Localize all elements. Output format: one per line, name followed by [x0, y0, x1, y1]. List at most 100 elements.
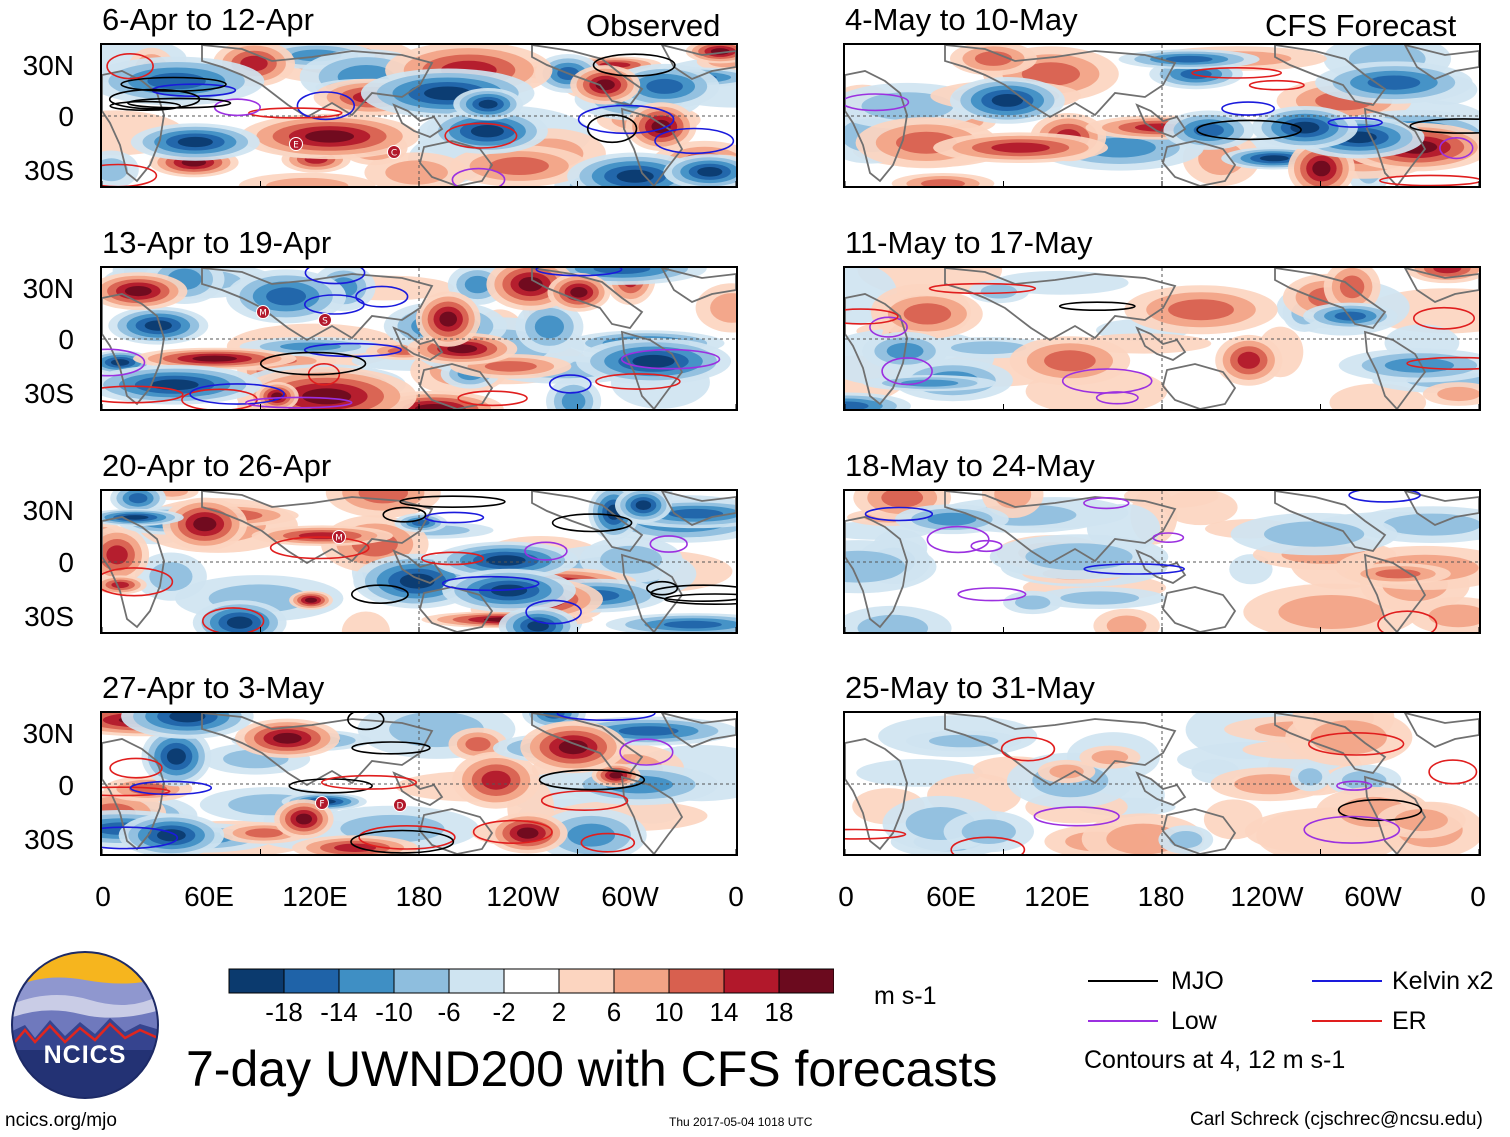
lat-label: 30S: [24, 824, 74, 855]
wave-contour: [869, 316, 908, 338]
anomaly-shading: [1259, 155, 1289, 162]
anomaly-shading: [1106, 615, 1147, 632]
anomaly-shading: [399, 573, 435, 589]
anomaly-shading: [857, 614, 929, 632]
wave-contour: [926, 525, 990, 554]
colorbar-label: 6: [606, 997, 622, 1027]
coastline: [944, 491, 1177, 565]
lon-label: 60W: [1344, 881, 1402, 912]
anomaly-shading: [845, 401, 869, 409]
anomaly-shading: [1433, 268, 1462, 274]
coastline: [660, 491, 736, 527]
anomaly-shading: [177, 136, 213, 148]
coastline: [1274, 45, 1387, 107]
anomaly-shading: [1264, 521, 1365, 547]
wave-contour: [1083, 563, 1186, 575]
coastline: [620, 775, 684, 854]
wave-contour: [592, 53, 676, 77]
wave-contour: [654, 127, 735, 155]
anomaly-shading: [1298, 768, 1323, 786]
wave-contour: [580, 832, 636, 853]
wave-contour: [202, 607, 265, 632]
coastline: [1162, 586, 1237, 632]
anomaly-shading: [929, 734, 999, 748]
wave-contour: [303, 294, 365, 315]
wave-contour: [1196, 119, 1302, 141]
anomaly-shading: [710, 293, 736, 323]
coastline: [392, 103, 444, 139]
lat-label: 30N: [22, 495, 74, 526]
anomaly-shading: [881, 491, 924, 508]
anomaly-shading: [1124, 491, 1219, 508]
wave-contour: [1377, 610, 1438, 632]
wave-contour: [472, 819, 553, 844]
anomaly-shading: [1106, 823, 1180, 854]
colorbar-swatch: [228, 968, 285, 994]
colorbar-label: 10: [654, 997, 684, 1027]
anomaly-shading: [110, 359, 130, 366]
wave-contour: [444, 122, 518, 149]
wave-contour: [1191, 66, 1282, 79]
lon-label: 120W: [1230, 881, 1304, 912]
observed-label: Observed: [586, 8, 721, 43]
anomaly-shading: [1334, 311, 1366, 321]
colorbar-swatch: [393, 968, 450, 994]
panel-title-obs-2: 13-Apr to 19-Apr: [102, 225, 332, 260]
lon-label: 0: [95, 881, 111, 912]
anomaly-shading: [192, 355, 237, 362]
anomaly-shading: [901, 379, 959, 387]
wave-contour: [845, 828, 907, 840]
anomaly-shading: [991, 142, 1050, 153]
coastline: [1162, 140, 1237, 186]
anomaly-shading: [561, 391, 586, 409]
anomaly-shading: [1290, 121, 1320, 134]
anomaly-shading: [302, 388, 352, 405]
anomaly-shading: [1021, 62, 1080, 86]
coastline: [944, 45, 1177, 119]
coastline: [419, 363, 494, 409]
author-credit: Carl Schreck (cjschrec@ncsu.edu): [1190, 1109, 1483, 1130]
anomaly-shading: [616, 169, 654, 183]
coastline: [392, 549, 444, 585]
source-url[interactable]: ncics.org/mjo: [5, 1110, 117, 1131]
wave-contour: [1061, 368, 1153, 394]
colorbar-swatch: [723, 968, 780, 994]
coastline: [1162, 808, 1237, 854]
anomaly-shading: [618, 726, 679, 736]
coastline: [102, 293, 165, 406]
legend-swatch-mjo: [1088, 980, 1158, 982]
wave-contour: [535, 268, 623, 277]
panel-title-fc-3: 18-May to 24-May: [845, 448, 1095, 483]
coastline: [1135, 549, 1187, 585]
coastline: [620, 330, 684, 409]
wave-contour: [586, 114, 638, 144]
wave-contour: [424, 511, 485, 524]
legend-contour-note: Contours at 4, 12 m s-1: [1084, 1046, 1346, 1074]
wave-contour: [1412, 306, 1475, 330]
wave-contour: [321, 774, 418, 790]
anomaly-shading: [266, 287, 307, 306]
legend-label-er: ER: [1392, 1007, 1427, 1035]
wave-contour: [129, 780, 213, 796]
anomaly-shading: [305, 130, 354, 143]
wave-contour: [970, 539, 1003, 553]
coastline: [1162, 363, 1237, 409]
wave-contour: [457, 390, 528, 407]
anomaly-shading: [226, 616, 253, 629]
wave-contour: [928, 282, 1037, 295]
anomaly-shading: [1278, 595, 1384, 629]
wave-contour: [1083, 497, 1130, 510]
coastline: [845, 293, 908, 406]
anomaly-shading: [465, 737, 491, 752]
lat-label: 30S: [24, 155, 74, 186]
coastline: [392, 771, 444, 807]
wave-contour: [1303, 815, 1401, 844]
wave-contour: [1406, 356, 1479, 370]
ncics-logo: NCICS: [10, 950, 160, 1100]
anomaly-shading: [486, 555, 526, 566]
coastline: [845, 70, 908, 183]
anomaly-shading: [861, 92, 954, 120]
coastline: [944, 268, 1177, 342]
colorbar-label: -18: [265, 997, 303, 1027]
colorbar-label: 18: [764, 997, 794, 1027]
